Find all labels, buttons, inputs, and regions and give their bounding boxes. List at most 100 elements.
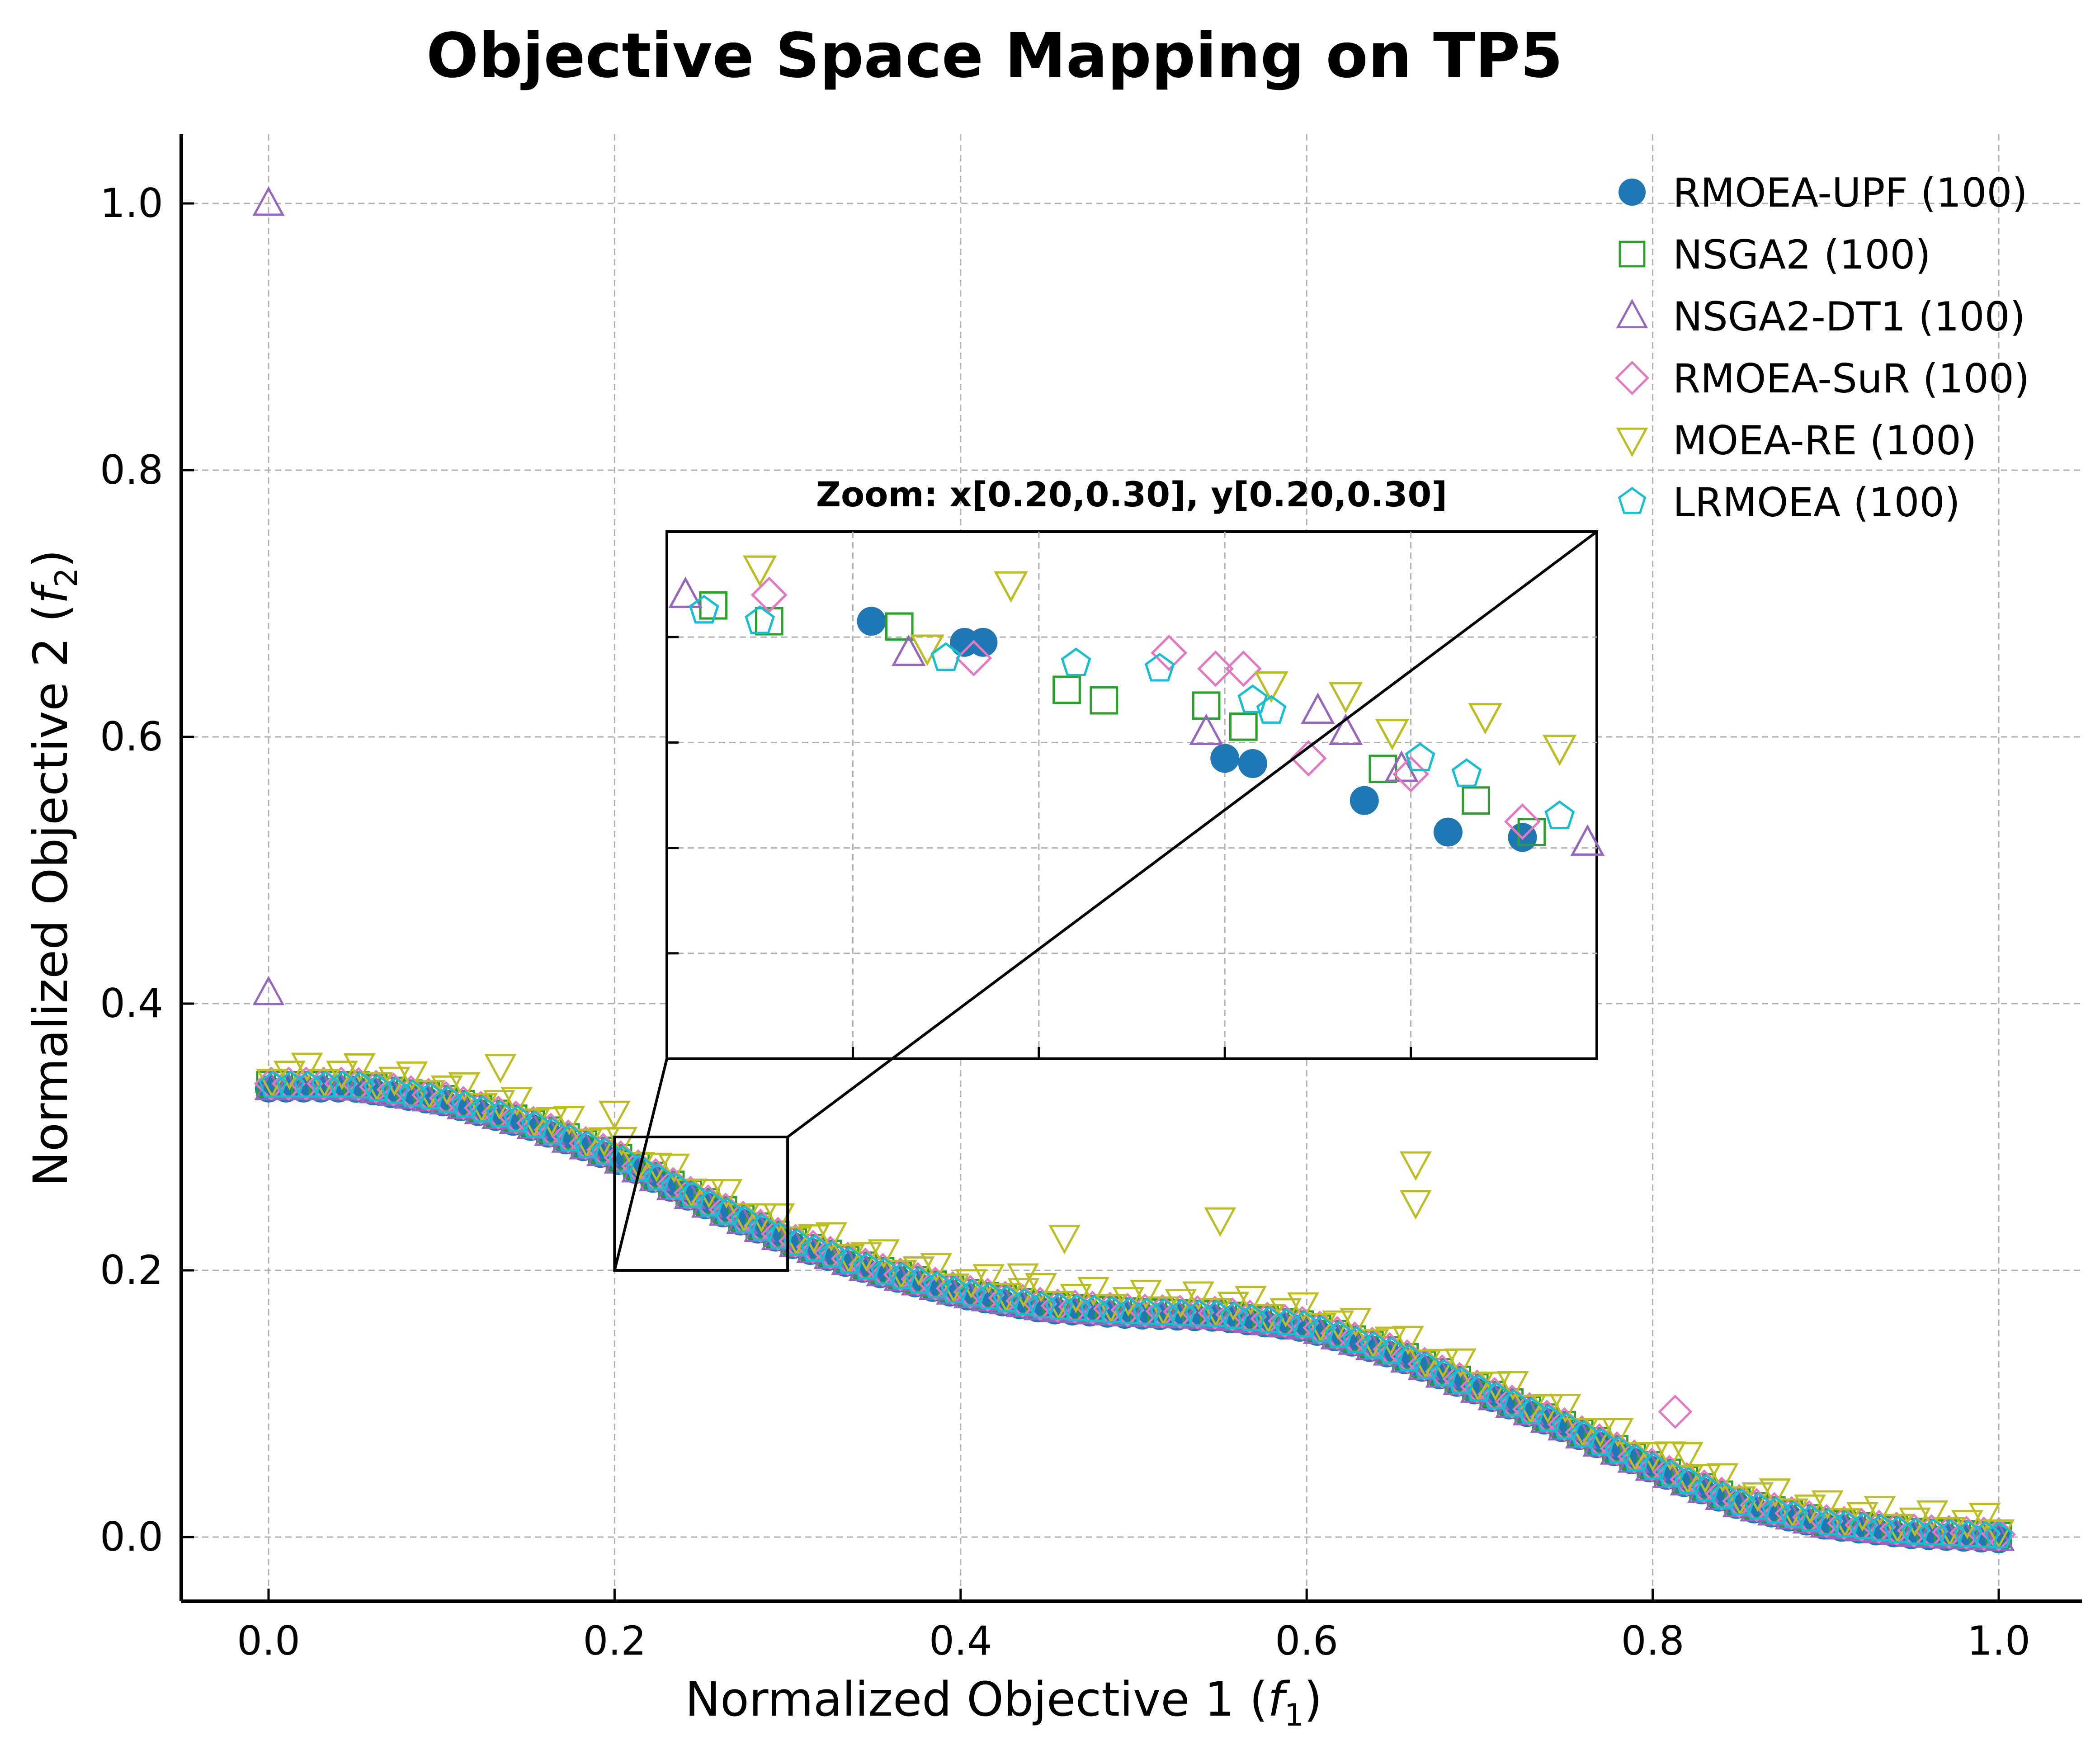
legend-marker: [1618, 487, 1647, 514]
data-point: [765, 1222, 794, 1249]
inset-data-point: [892, 634, 926, 666]
inset-data-point: [1369, 755, 1397, 783]
inset-data-point: [1144, 653, 1175, 682]
data-point: [311, 1071, 340, 1098]
data-point: [1025, 1273, 1057, 1303]
y-tick-label: 0.2: [100, 1247, 163, 1293]
data-point: [1919, 1518, 1948, 1546]
data-point: [518, 1109, 545, 1137]
data-point: [396, 1061, 428, 1091]
data-point: [500, 1087, 533, 1117]
data-point: [1392, 1325, 1424, 1355]
data-point: [1496, 1371, 1529, 1401]
data-point: [1864, 1496, 1896, 1526]
legend-label: NSGA2 (100): [1673, 231, 1931, 278]
data-point: [1656, 1460, 1685, 1487]
data-point: [868, 1239, 900, 1269]
data-point: [1552, 1412, 1581, 1439]
data-point: [870, 1257, 899, 1285]
data-point: [1654, 1441, 1686, 1471]
zoom-inset-grid: [667, 532, 1597, 1059]
inset-data-point: [994, 571, 1028, 603]
inset-data-point: [968, 627, 998, 657]
legend-item: MOEA-RE (100): [1616, 417, 1977, 464]
inset-data-point: [1229, 712, 1258, 741]
inset-data-point: [1090, 686, 1118, 715]
data-point: [571, 1130, 598, 1157]
outlier-point: [1399, 1190, 1432, 1220]
legend-marker: [1615, 361, 1649, 395]
data-point: [1130, 1279, 1162, 1310]
data-point: [1447, 1367, 1476, 1394]
data-point: [1601, 1418, 1634, 1448]
data-point: [1185, 1299, 1213, 1327]
data-point: [1639, 1452, 1668, 1480]
outlier-point: [1658, 1394, 1693, 1429]
x-axis-label: Normalized Objective 1 (f1): [685, 1672, 1322, 1733]
data-point: [326, 1061, 358, 1090]
axis-ticks: 0.0 0.2 0.4 0.6 0.8 1.0 0.0 0.2 0.4 0.6 0.8 1.0: [100, 180, 2030, 1664]
inset-series-pentagon: [689, 594, 1575, 830]
legend-label: MOEA-RE (100): [1673, 417, 1977, 464]
data-point: [535, 1107, 568, 1137]
legend-label: RMOEA-UPF (100): [1673, 170, 2028, 216]
data-point: [1936, 1519, 1965, 1547]
main-plot-markers: [252, 186, 2016, 1553]
inset-data-point: [1468, 703, 1502, 735]
x-tick-label: 0.8: [1621, 1618, 1685, 1664]
inset-data-point: [1210, 744, 1240, 773]
data-point: [815, 1222, 848, 1252]
data-point: [1340, 1307, 1372, 1338]
data-point: [1430, 1359, 1458, 1387]
data-point: [1062, 1294, 1091, 1321]
data-point: [518, 1108, 550, 1138]
data-point: [259, 1071, 288, 1098]
data-point: [328, 1071, 357, 1098]
zoom-connector-line: [613, 1058, 668, 1271]
data-point: [256, 1068, 288, 1099]
inset-data-point: [750, 576, 788, 613]
zoom-indicator: [613, 1136, 789, 1272]
data-point: [763, 1203, 795, 1233]
data-point: [573, 1131, 602, 1158]
inset-data-point: [1328, 682, 1363, 714]
legend-item: NSGA2-DT1 (100): [1616, 293, 2025, 340]
outlier-point: [252, 186, 285, 216]
inset-data-point: [1237, 684, 1268, 713]
data-point: [1569, 1420, 1598, 1448]
data-point: [1427, 1349, 1459, 1378]
inset-data-point: [1462, 786, 1490, 815]
inset-series-circle: [857, 607, 1537, 852]
data-point: [1587, 1428, 1615, 1456]
data-point: [1692, 1474, 1720, 1501]
data-point: [1235, 1286, 1267, 1316]
inset-data-point: [1189, 713, 1223, 745]
data-point: [1811, 1490, 1844, 1520]
inset-data-point: [755, 607, 783, 636]
data-point: [1674, 1467, 1703, 1494]
data-point: [1706, 1463, 1739, 1493]
inset-data-point: [668, 576, 703, 608]
data-point: [276, 1071, 305, 1098]
zoom-inset-markers: [668, 555, 1605, 856]
data-point: [486, 1100, 514, 1127]
data-point: [503, 1105, 532, 1132]
outlier-point: [1671, 1442, 1704, 1472]
zoom-inset-frame: [665, 530, 1598, 1060]
data-point: [1147, 1296, 1180, 1326]
data-point: [1622, 1444, 1651, 1472]
inset-data-point: [1544, 800, 1575, 830]
data-point: [468, 1095, 497, 1123]
data-point: [1269, 1298, 1302, 1328]
inset-data-point: [910, 634, 944, 666]
data-point: [972, 1264, 1005, 1294]
data-point: [1060, 1283, 1092, 1314]
inset-series-triangle-down: [742, 555, 1577, 766]
data-point: [713, 1197, 742, 1225]
data-point: [448, 1072, 481, 1102]
data-point: [853, 1252, 882, 1280]
chart-title: Objective Space Mapping on TP5: [426, 20, 1563, 92]
data-point: [1080, 1295, 1109, 1322]
inset-data-point: [1504, 803, 1541, 840]
